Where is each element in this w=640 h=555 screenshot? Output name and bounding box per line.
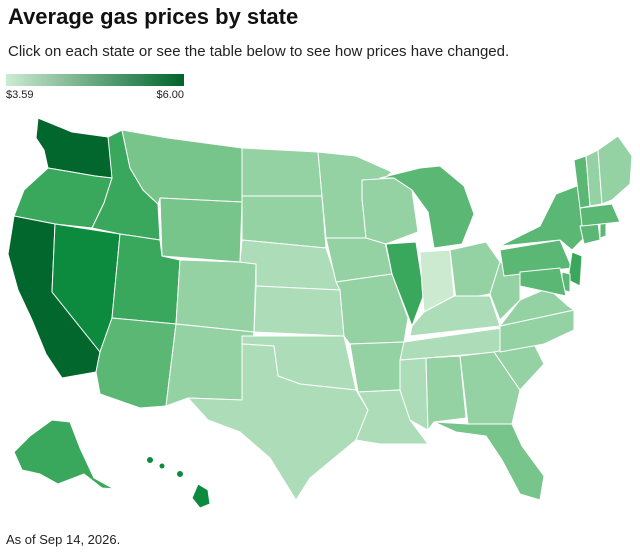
state-virginia[interactable] xyxy=(499,287,575,327)
hawaii-island-oahu[interactable] xyxy=(158,462,166,470)
state-maine[interactable] xyxy=(597,135,633,205)
legend-min-label: $3.59 xyxy=(6,89,34,101)
state-michigan[interactable] xyxy=(379,165,475,249)
state-arizona[interactable] xyxy=(95,317,177,409)
as-of-date-footnote: As of Sep 14, 2026. xyxy=(6,532,121,547)
state-new-mexico[interactable] xyxy=(165,323,255,407)
state-illinois[interactable] xyxy=(385,241,425,327)
state-south-dakota[interactable] xyxy=(241,195,327,249)
hawaii-island-kauai[interactable] xyxy=(146,456,154,464)
color-legend: $3.59 $6.00 xyxy=(6,74,184,101)
state-arkansas[interactable] xyxy=(349,341,405,393)
state-texas[interactable] xyxy=(187,343,369,501)
hawaii-island-big-island[interactable] xyxy=(191,483,211,509)
state-georgia[interactable] xyxy=(459,351,521,425)
state-florida[interactable] xyxy=(433,421,545,501)
state-alabama[interactable] xyxy=(425,355,467,431)
state-maryland[interactable] xyxy=(519,267,567,297)
state-alaska[interactable] xyxy=(13,419,129,491)
state-massachusetts[interactable] xyxy=(579,203,621,227)
state-tennessee[interactable] xyxy=(399,327,503,361)
state-colorado[interactable] xyxy=(175,259,257,333)
page-subtitle: Click on each state or see the table bel… xyxy=(8,43,510,60)
page-title: Average gas prices by state xyxy=(8,4,299,29)
state-north-dakota[interactable] xyxy=(241,147,323,197)
state-kentucky[interactable] xyxy=(409,295,501,337)
state-kansas[interactable] xyxy=(253,285,345,337)
legend-max-label: $6.00 xyxy=(156,89,184,101)
state-wyoming[interactable] xyxy=(159,197,243,263)
state-new-york[interactable] xyxy=(499,183,591,251)
state-hawaii[interactable] xyxy=(146,456,211,509)
us-gas-price-map xyxy=(7,117,633,509)
legend-gradient xyxy=(6,74,184,86)
hawaii-island-maui[interactable] xyxy=(176,470,184,478)
state-new-jersey[interactable] xyxy=(567,251,583,287)
